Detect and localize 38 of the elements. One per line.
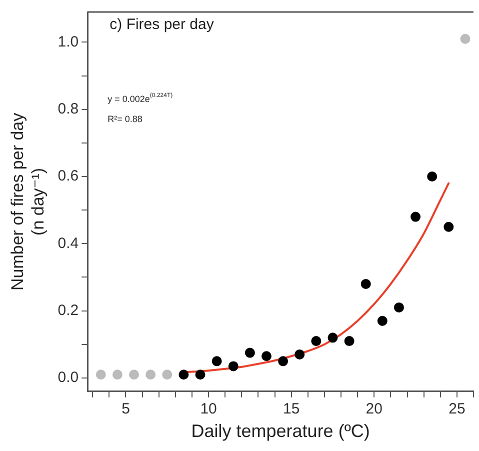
x-tick-label: 25	[448, 400, 466, 418]
y-axis-title: Number of fires per day (n day⁻¹)	[8, 112, 48, 291]
y-tick-label: 0.0	[58, 369, 79, 386]
point	[278, 356, 288, 366]
y-tick-label: 1.0	[58, 33, 79, 50]
point	[444, 222, 454, 232]
y-tick-label: 0.4	[58, 234, 79, 252]
annotation: R²= 0.88	[108, 114, 142, 124]
point	[344, 336, 354, 346]
point	[195, 370, 206, 380]
x-tick-label: 5	[122, 400, 130, 418]
point	[311, 336, 322, 346]
point	[146, 370, 156, 380]
x-tick-label: 15	[282, 400, 300, 418]
point	[112, 370, 122, 380]
point	[262, 351, 272, 362]
point	[394, 302, 404, 312]
point	[410, 212, 421, 222]
point	[162, 370, 172, 380]
x-axis-title: Daily temperature (ºC)	[191, 421, 370, 442]
x-tick-label: 10	[200, 400, 217, 418]
point	[178, 370, 189, 380]
point	[129, 370, 140, 380]
point	[427, 172, 438, 182]
y-tick-label: 0.8	[58, 100, 79, 118]
x-tick-label: 20	[366, 400, 382, 418]
point	[360, 278, 371, 289]
point	[96, 370, 106, 380]
y-tick-label: 0.6	[58, 168, 79, 185]
point	[460, 34, 470, 44]
y-tick-label: 0.2	[58, 302, 79, 319]
point	[294, 349, 305, 360]
point	[377, 316, 388, 326]
point	[328, 332, 338, 343]
chart-title: c) Fires per day	[110, 16, 214, 33]
point	[228, 361, 238, 372]
point	[212, 356, 222, 366]
point	[244, 348, 255, 358]
